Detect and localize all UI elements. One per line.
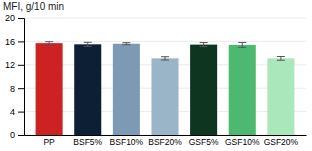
y-tick: 4 — [10, 107, 24, 117]
x-tick: GSF20% — [264, 137, 299, 147]
tick-label: 16 — [5, 37, 15, 47]
tick-label: 0 — [10, 130, 15, 140]
error-bar — [238, 42, 246, 47]
tick-mark — [18, 41, 24, 42]
x-tick: BSF10% — [110, 137, 144, 147]
plot-area — [36, 42, 295, 135]
tick-label: 8 — [10, 84, 15, 94]
y-tick: 20 — [5, 13, 24, 23]
y-tick: 16 — [5, 37, 24, 47]
tick-label: 12 — [5, 60, 15, 70]
bar — [151, 58, 178, 135]
tick-mark — [18, 88, 24, 89]
bar — [113, 44, 140, 135]
chart: 0 4 8 12 16 20 PP BSF5% BSF10% BSF20% GSF5% GSF10% G… — [0, 0, 312, 151]
tick-mark — [18, 65, 24, 66]
error-bar — [122, 43, 130, 45]
axis-line — [25, 135, 307, 136]
x-tick: BSF20% — [148, 137, 182, 147]
bar — [74, 44, 101, 135]
x-tick: BSF5% — [73, 137, 102, 147]
tick-label: BSF5% — [73, 137, 102, 147]
error-bar — [277, 56, 285, 60]
error-bar — [45, 42, 53, 45]
bar — [229, 45, 256, 135]
y-tick: 12 — [5, 60, 24, 70]
x-tick: GSF10% — [225, 137, 260, 147]
tick-mark — [18, 112, 24, 113]
tick-label: GSF20% — [264, 137, 299, 147]
bar — [190, 45, 217, 135]
tick-mark — [18, 18, 24, 19]
y-axis: 0 4 8 12 16 20 — [5, 13, 25, 140]
x-tick: PP — [43, 137, 55, 147]
x-axis: PP BSF5% BSF10% BSF20% GSF5% GSF10% GSF20% — [25, 136, 307, 148]
grid-line — [24, 41, 306, 42]
tick-mark — [18, 135, 24, 136]
tick-label: GSF10% — [225, 137, 260, 147]
bar — [267, 58, 294, 135]
grid-line — [24, 18, 306, 19]
tick-label: GSF5% — [189, 137, 219, 147]
y-tick: 8 — [10, 84, 24, 94]
tick-label: BSF10% — [110, 137, 144, 147]
grid — [24, 18, 306, 135]
x-tick: GSF5% — [189, 137, 219, 147]
bar — [36, 43, 63, 135]
y-tick: 0 — [10, 130, 24, 140]
tick-label: 20 — [5, 13, 15, 23]
tick-label: PP — [43, 137, 55, 147]
axis-line — [18, 19, 25, 136]
tick-label: BSF20% — [148, 137, 182, 147]
tick-label: 4 — [10, 107, 15, 117]
error-bar — [200, 43, 208, 47]
error-bar — [84, 42, 92, 46]
y-label: MFI, g/10 min — [3, 1, 64, 12]
error-bar — [161, 57, 169, 60]
